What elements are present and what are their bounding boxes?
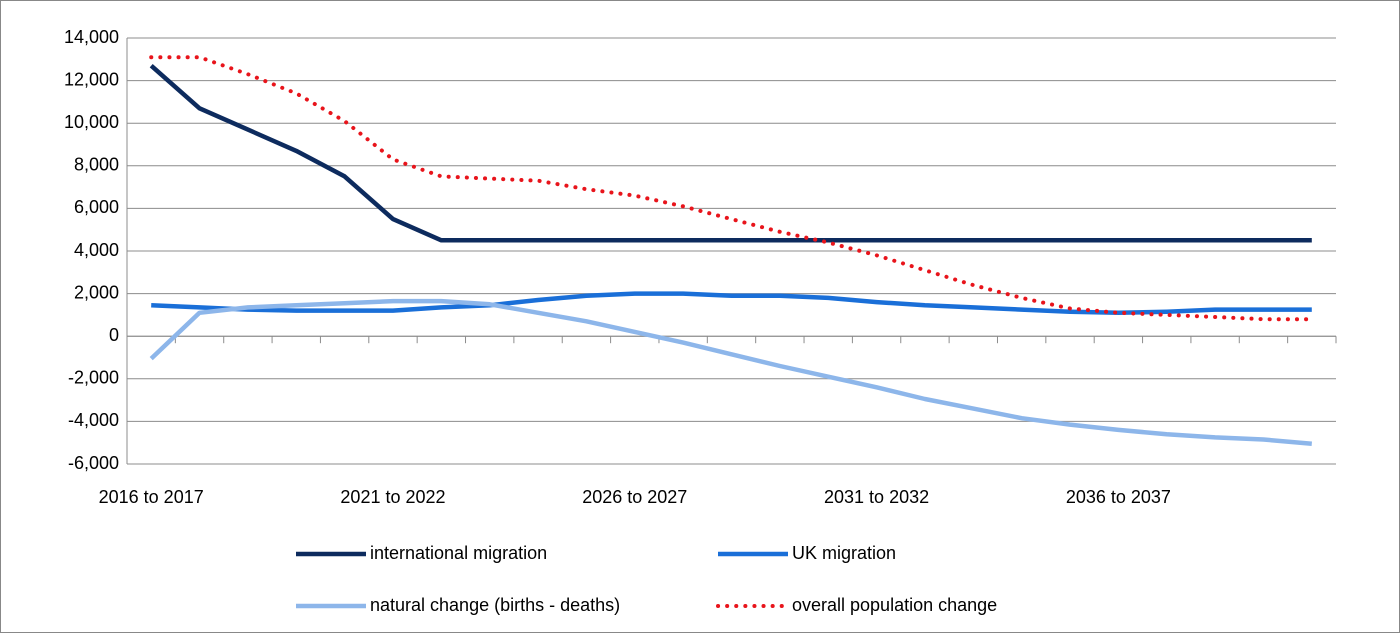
x-tick-label: 2016 to 2017 bbox=[99, 487, 204, 507]
legend-label: overall population change bbox=[792, 595, 997, 615]
y-tick-label: 12,000 bbox=[64, 69, 119, 89]
legend-label: international migration bbox=[370, 543, 547, 563]
legend-label: UK migration bbox=[792, 543, 896, 563]
y-tick-label: 4,000 bbox=[74, 240, 119, 260]
y-tick-label: 10,000 bbox=[64, 112, 119, 132]
series-line bbox=[149, 298, 1312, 447]
y-tick-label: 14,000 bbox=[64, 27, 119, 47]
x-tick-label: 2021 to 2022 bbox=[340, 487, 445, 507]
y-tick-label: -4,000 bbox=[68, 410, 119, 430]
y-tick-label: 0 bbox=[109, 325, 119, 345]
y-tick-label: 2,000 bbox=[74, 282, 119, 302]
series-line bbox=[151, 291, 1312, 316]
series-line bbox=[149, 64, 1312, 243]
y-tick-label: 6,000 bbox=[74, 197, 119, 217]
x-tick-label: 2026 to 2027 bbox=[582, 487, 687, 507]
legend-label: natural change (births - deaths) bbox=[370, 595, 620, 615]
x-tick-label: 2031 to 2032 bbox=[824, 487, 929, 507]
series-line bbox=[149, 55, 1314, 322]
y-tick-label: -6,000 bbox=[68, 453, 119, 473]
y-tick-label: 8,000 bbox=[74, 155, 119, 175]
x-tick-label: 2036 to 2037 bbox=[1066, 487, 1171, 507]
y-tick-label: -2,000 bbox=[68, 368, 119, 388]
